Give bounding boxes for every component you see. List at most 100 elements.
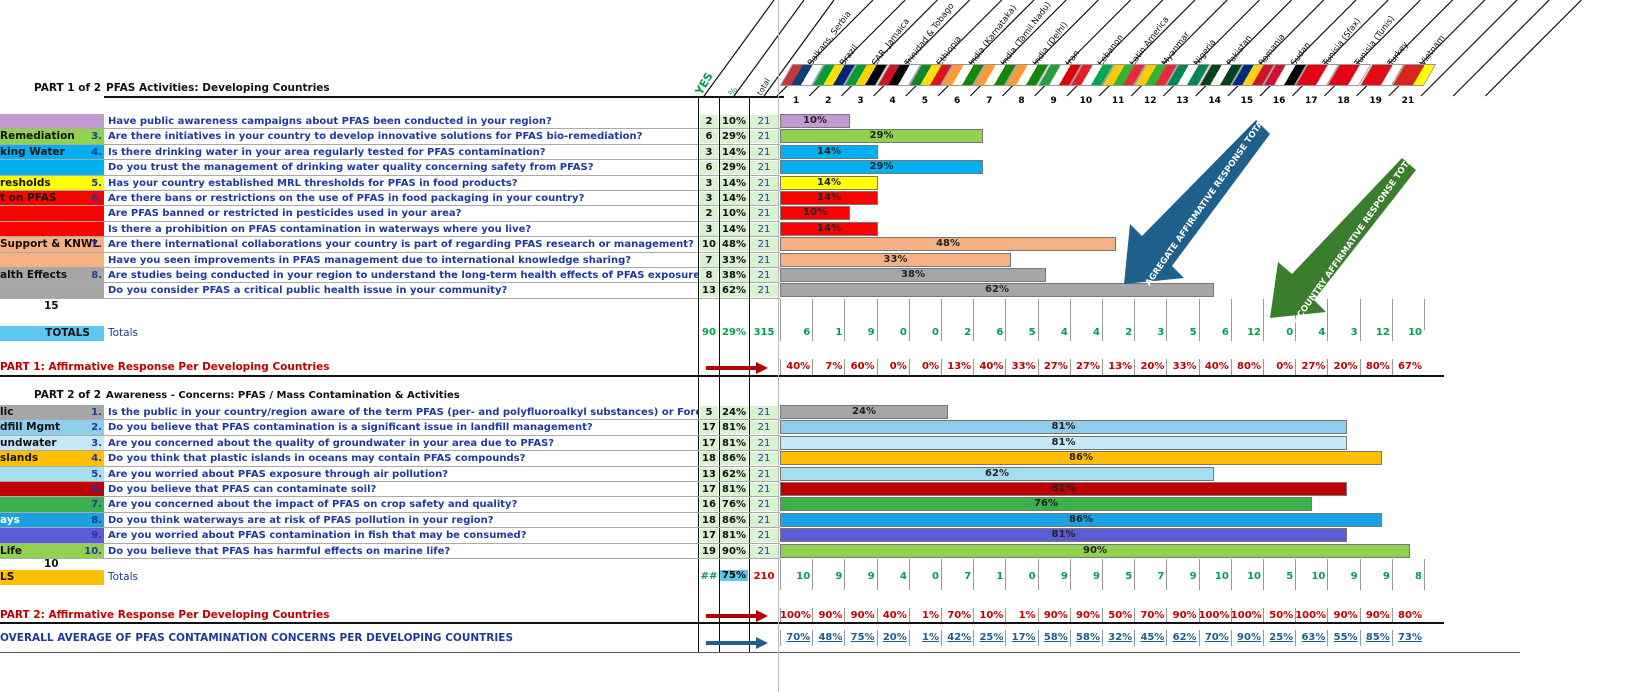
country-value: 12 — [1375, 327, 1390, 338]
question-text: Do you consider PFAS a critical public h… — [108, 285, 508, 297]
cell-border — [812, 569, 814, 585]
cell-border — [1327, 630, 1329, 646]
country-value: 1 — [996, 571, 1004, 582]
grid-line — [1198, 298, 1200, 330]
cell-border — [908, 325, 910, 341]
cell-border — [1230, 359, 1232, 375]
yes-pct: 48% — [720, 238, 748, 252]
category-label: lic — [0, 405, 104, 420]
cell-border — [780, 608, 781, 624]
country-number: 13 — [1176, 96, 1189, 106]
yes-pct: 81% — [720, 483, 748, 496]
country-value: 100% — [1230, 610, 1262, 621]
part1-totals-total: 315 — [753, 327, 775, 338]
question-number: 4. — [91, 146, 102, 158]
country-number: 21 — [1401, 96, 1415, 106]
bar-pct-label: 14% — [817, 192, 841, 203]
grid-line — [941, 298, 942, 330]
country-value: 17% — [1011, 632, 1036, 643]
country-value: 75% — [850, 632, 875, 643]
cell-border — [973, 608, 975, 624]
category-label: dfill Mgmt — [0, 420, 104, 436]
category-label — [0, 497, 104, 513]
cell-border — [973, 569, 975, 585]
yes-pct: 81% — [720, 529, 748, 543]
cell-border — [1005, 325, 1007, 341]
cell-border — [1069, 630, 1071, 646]
cell-border — [1005, 608, 1007, 624]
total-count: 21 — [750, 529, 778, 543]
row-divider — [0, 419, 780, 421]
yes-pct: 76% — [720, 498, 748, 512]
yes-pct: 10% — [720, 207, 748, 221]
question-text: Do you trust the management of drinking … — [108, 162, 594, 174]
cell-border — [1102, 359, 1103, 375]
part1-count: 15 — [44, 300, 59, 312]
cell-border — [1391, 630, 1393, 646]
country-value: 6 — [803, 327, 811, 338]
country-value: 90% — [1043, 610, 1068, 621]
cell-border — [812, 608, 814, 624]
cell-border — [812, 630, 814, 646]
country-value: 10 — [1247, 571, 1261, 582]
question-number: 9. — [91, 530, 102, 542]
country-number: 12 — [1144, 96, 1157, 106]
cell-border — [941, 608, 942, 624]
country-value: 5 — [1286, 571, 1294, 582]
part2-subtitle: Awareness - Concerns: PFAS / Mass Contam… — [106, 390, 460, 401]
country-value: 9 — [1350, 571, 1358, 582]
question-number: 10. — [84, 545, 102, 557]
column-border — [749, 96, 750, 652]
category-label: resholds — [0, 175, 104, 191]
cell-border — [780, 359, 781, 375]
row-divider — [0, 558, 780, 559]
response-bar: 14% — [780, 175, 878, 190]
row-divider — [0, 190, 780, 191]
question-text: Are you worried about PFAS exposure thro… — [108, 468, 449, 480]
part1-affirmative-label: PART 1: Affirmative Response Per Develop… — [0, 361, 330, 373]
country-number: 3 — [857, 96, 864, 106]
part1-totals-text: Totals — [108, 327, 138, 339]
response-bar: 24% — [780, 405, 948, 419]
cell-border — [780, 325, 781, 341]
grid-line — [1102, 298, 1103, 330]
total-count: 21 — [750, 544, 778, 558]
cell-border — [844, 569, 846, 585]
part1-totals-label-cell — [0, 326, 104, 341]
country-value: 42% — [947, 632, 972, 643]
country-value: 70% — [786, 632, 811, 643]
yes-count: 18 — [700, 452, 718, 466]
country-value: 20% — [882, 632, 907, 643]
category-label — [0, 221, 104, 237]
country-number: 11 — [1111, 96, 1125, 106]
cell-border — [1359, 630, 1361, 646]
row-divider — [0, 297, 780, 299]
yes-count: 3 — [700, 192, 718, 205]
cell-border — [1037, 569, 1039, 585]
bar-pct-label: 90% — [1083, 544, 1107, 556]
total-count: 21 — [750, 513, 778, 527]
question-text: Have public awareness campaigns about PF… — [108, 116, 552, 127]
cell-border — [1359, 325, 1361, 341]
cell-border — [1102, 569, 1103, 585]
bar-pct-label: 14% — [817, 145, 841, 157]
cell-border — [941, 569, 942, 585]
response-bar: 86% — [780, 512, 1382, 527]
country-value: 25% — [979, 632, 1004, 643]
yes-count: 2 — [700, 207, 718, 221]
header-diagonal — [1452, 0, 1550, 97]
yes-pct: 81% — [720, 421, 748, 435]
response-bar: 33% — [780, 252, 1011, 267]
aggregate-arrow — [1124, 120, 1270, 284]
country-value: 7 — [1157, 571, 1165, 582]
row-divider — [0, 128, 780, 130]
cell-border — [1005, 359, 1007, 375]
category-label: Life — [0, 543, 104, 559]
cell-border — [908, 630, 910, 646]
cell-border — [812, 325, 814, 341]
country-value: 7% — [825, 361, 843, 372]
yes-count: 3 — [700, 222, 718, 236]
category-label: Support & KNWL — [0, 237, 104, 253]
question-number: 1. — [91, 407, 102, 418]
cell-border — [1327, 325, 1329, 341]
